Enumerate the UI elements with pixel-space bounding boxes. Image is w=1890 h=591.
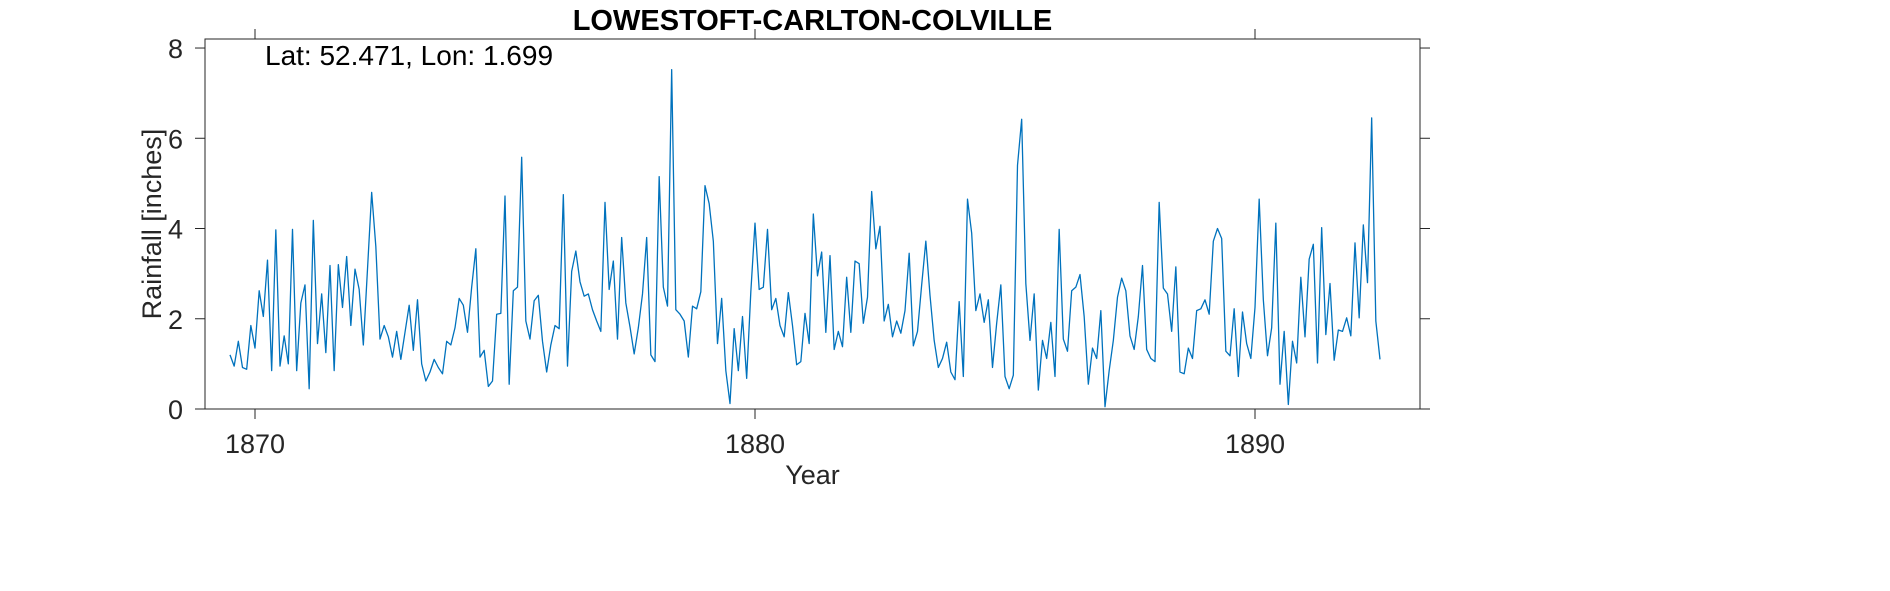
- location-annotation: Lat: 52.471, Lon: 1.699: [265, 40, 553, 71]
- y-tick-label: 2: [168, 305, 183, 335]
- x-tick-label: 1890: [1225, 429, 1285, 459]
- x-tick-label: 1880: [725, 429, 785, 459]
- y-tick-label: 4: [168, 215, 183, 245]
- y-tick-label: 0: [168, 395, 183, 425]
- chart-title: LOWESTOFT-CARLTON-COLVILLE: [573, 5, 1053, 37]
- x-axis-label: Year: [785, 460, 840, 490]
- plot-layer: 0 2 4 6 8 1870 1880 1890: [168, 29, 1430, 459]
- y-tick-label: 8: [168, 34, 183, 64]
- y-tick-label: 6: [168, 124, 183, 154]
- x-tick-label: 1870: [225, 429, 285, 459]
- series-line-0: [229, 69, 1381, 408]
- y-axis-label: Rainfall [inches]: [137, 129, 167, 320]
